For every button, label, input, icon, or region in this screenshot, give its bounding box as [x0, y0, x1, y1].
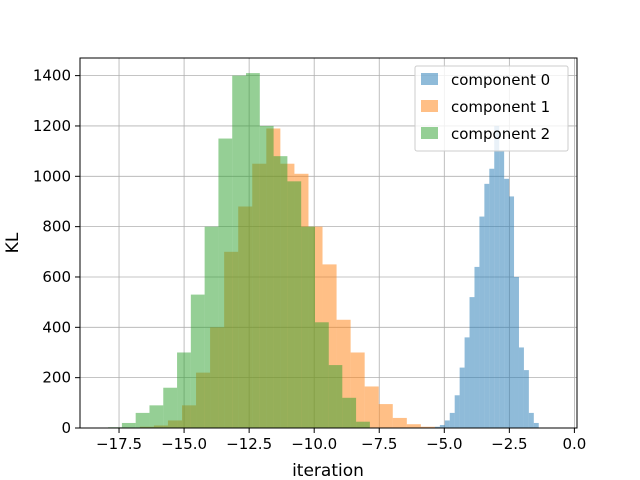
axes-frame: [79, 57, 578, 429]
histogram-bar: [499, 151, 505, 428]
x-tick-label: −15.0: [161, 435, 207, 453]
histogram-bar: [464, 337, 470, 428]
histogram-bar: [287, 181, 302, 428]
x-tick-label: −17.5: [96, 435, 142, 453]
histogram-bar: [469, 297, 475, 428]
histogram-bar: [135, 412, 150, 428]
y-tick-label: 200: [42, 369, 71, 387]
x-tick-label: −2.5: [491, 435, 527, 453]
histogram-bar: [449, 412, 455, 428]
histogram-bar: [420, 426, 435, 428]
legend-label-component-2: component 2: [451, 125, 550, 143]
histogram-bar: [489, 168, 495, 429]
legend: component 0 component 1 component 2: [414, 65, 569, 152]
histogram-bar: [163, 387, 178, 428]
histogram-bar: [439, 424, 445, 428]
histogram-bar: [474, 266, 480, 428]
histogram-bar: [509, 196, 515, 428]
histogram-bar: [479, 216, 485, 428]
histogram-bar: [434, 426, 440, 428]
y-tick-label: 0: [61, 419, 71, 437]
y-tick-label: 1400: [33, 67, 71, 85]
histogram-bar: [533, 422, 539, 428]
histogram-bar: [356, 421, 370, 428]
histogram-bar: [378, 404, 393, 428]
histogram-bar: [314, 322, 329, 428]
y-tick-label: 1200: [33, 117, 71, 135]
x-tick-label: −10.0: [291, 435, 337, 453]
histogram-bar: [514, 276, 519, 428]
histogram-bar: [301, 226, 315, 428]
histogram-bar: [454, 395, 460, 428]
y-axis-title: KL: [3, 232, 23, 253]
x-tick-label: −5.0: [426, 435, 462, 453]
legend-label-component-1: component 1: [451, 98, 550, 116]
histogram-bar: [364, 386, 379, 428]
x-axis-title: iteration: [292, 461, 364, 480]
y-tick-label: 1000: [33, 167, 71, 185]
legend-swatch-component-1: [421, 100, 438, 112]
histogram-bar: [444, 420, 450, 428]
legend-label-component-0: component 0: [451, 71, 550, 89]
histogram-bar: [518, 347, 524, 428]
histogram-bar: [523, 370, 529, 428]
legend-frame: [414, 65, 569, 152]
histogram-bar: [121, 422, 136, 428]
axes-layer: −17.5 −15.0 −12.5 −10.0 −7.5 −5.0 −2.5 0.0 0 200 4…: [33, 57, 586, 453]
histogram-bar: [504, 178, 510, 428]
legend-swatch-component-0: [421, 73, 438, 85]
y-tick-label: 400: [42, 318, 71, 336]
histogram-bar: [484, 183, 490, 428]
y-tick-label: 800: [42, 218, 71, 236]
histogram-bar: [342, 397, 357, 428]
histogram-bar: [232, 75, 247, 428]
histogram-bar: [406, 424, 421, 428]
series-0-bars: [429, 125, 539, 429]
y-tick-label: 600: [42, 268, 71, 286]
histogram-bar: [190, 294, 205, 428]
histogram-bar: [246, 73, 260, 428]
histogram-bar: [259, 125, 274, 429]
histogram-bar: [459, 367, 465, 428]
series-2-bars: [108, 73, 370, 429]
histogram-bar: [177, 352, 191, 428]
legend-swatch-component-2: [421, 127, 438, 139]
histogram-bar: [204, 226, 219, 428]
bars-layer: [108, 73, 539, 429]
x-tick-label: −12.5: [226, 435, 272, 453]
histogram-bar: [328, 365, 343, 428]
histogram-bar: [273, 156, 288, 428]
x-tick-label: 0.0: [562, 435, 586, 453]
histogram-bar: [218, 138, 233, 428]
histogram-bar: [392, 417, 407, 428]
histogram-bar: [494, 125, 500, 429]
x-tick-label: −7.5: [361, 435, 397, 453]
histogram-bar: [149, 405, 164, 428]
histogram-bar: [528, 412, 534, 428]
